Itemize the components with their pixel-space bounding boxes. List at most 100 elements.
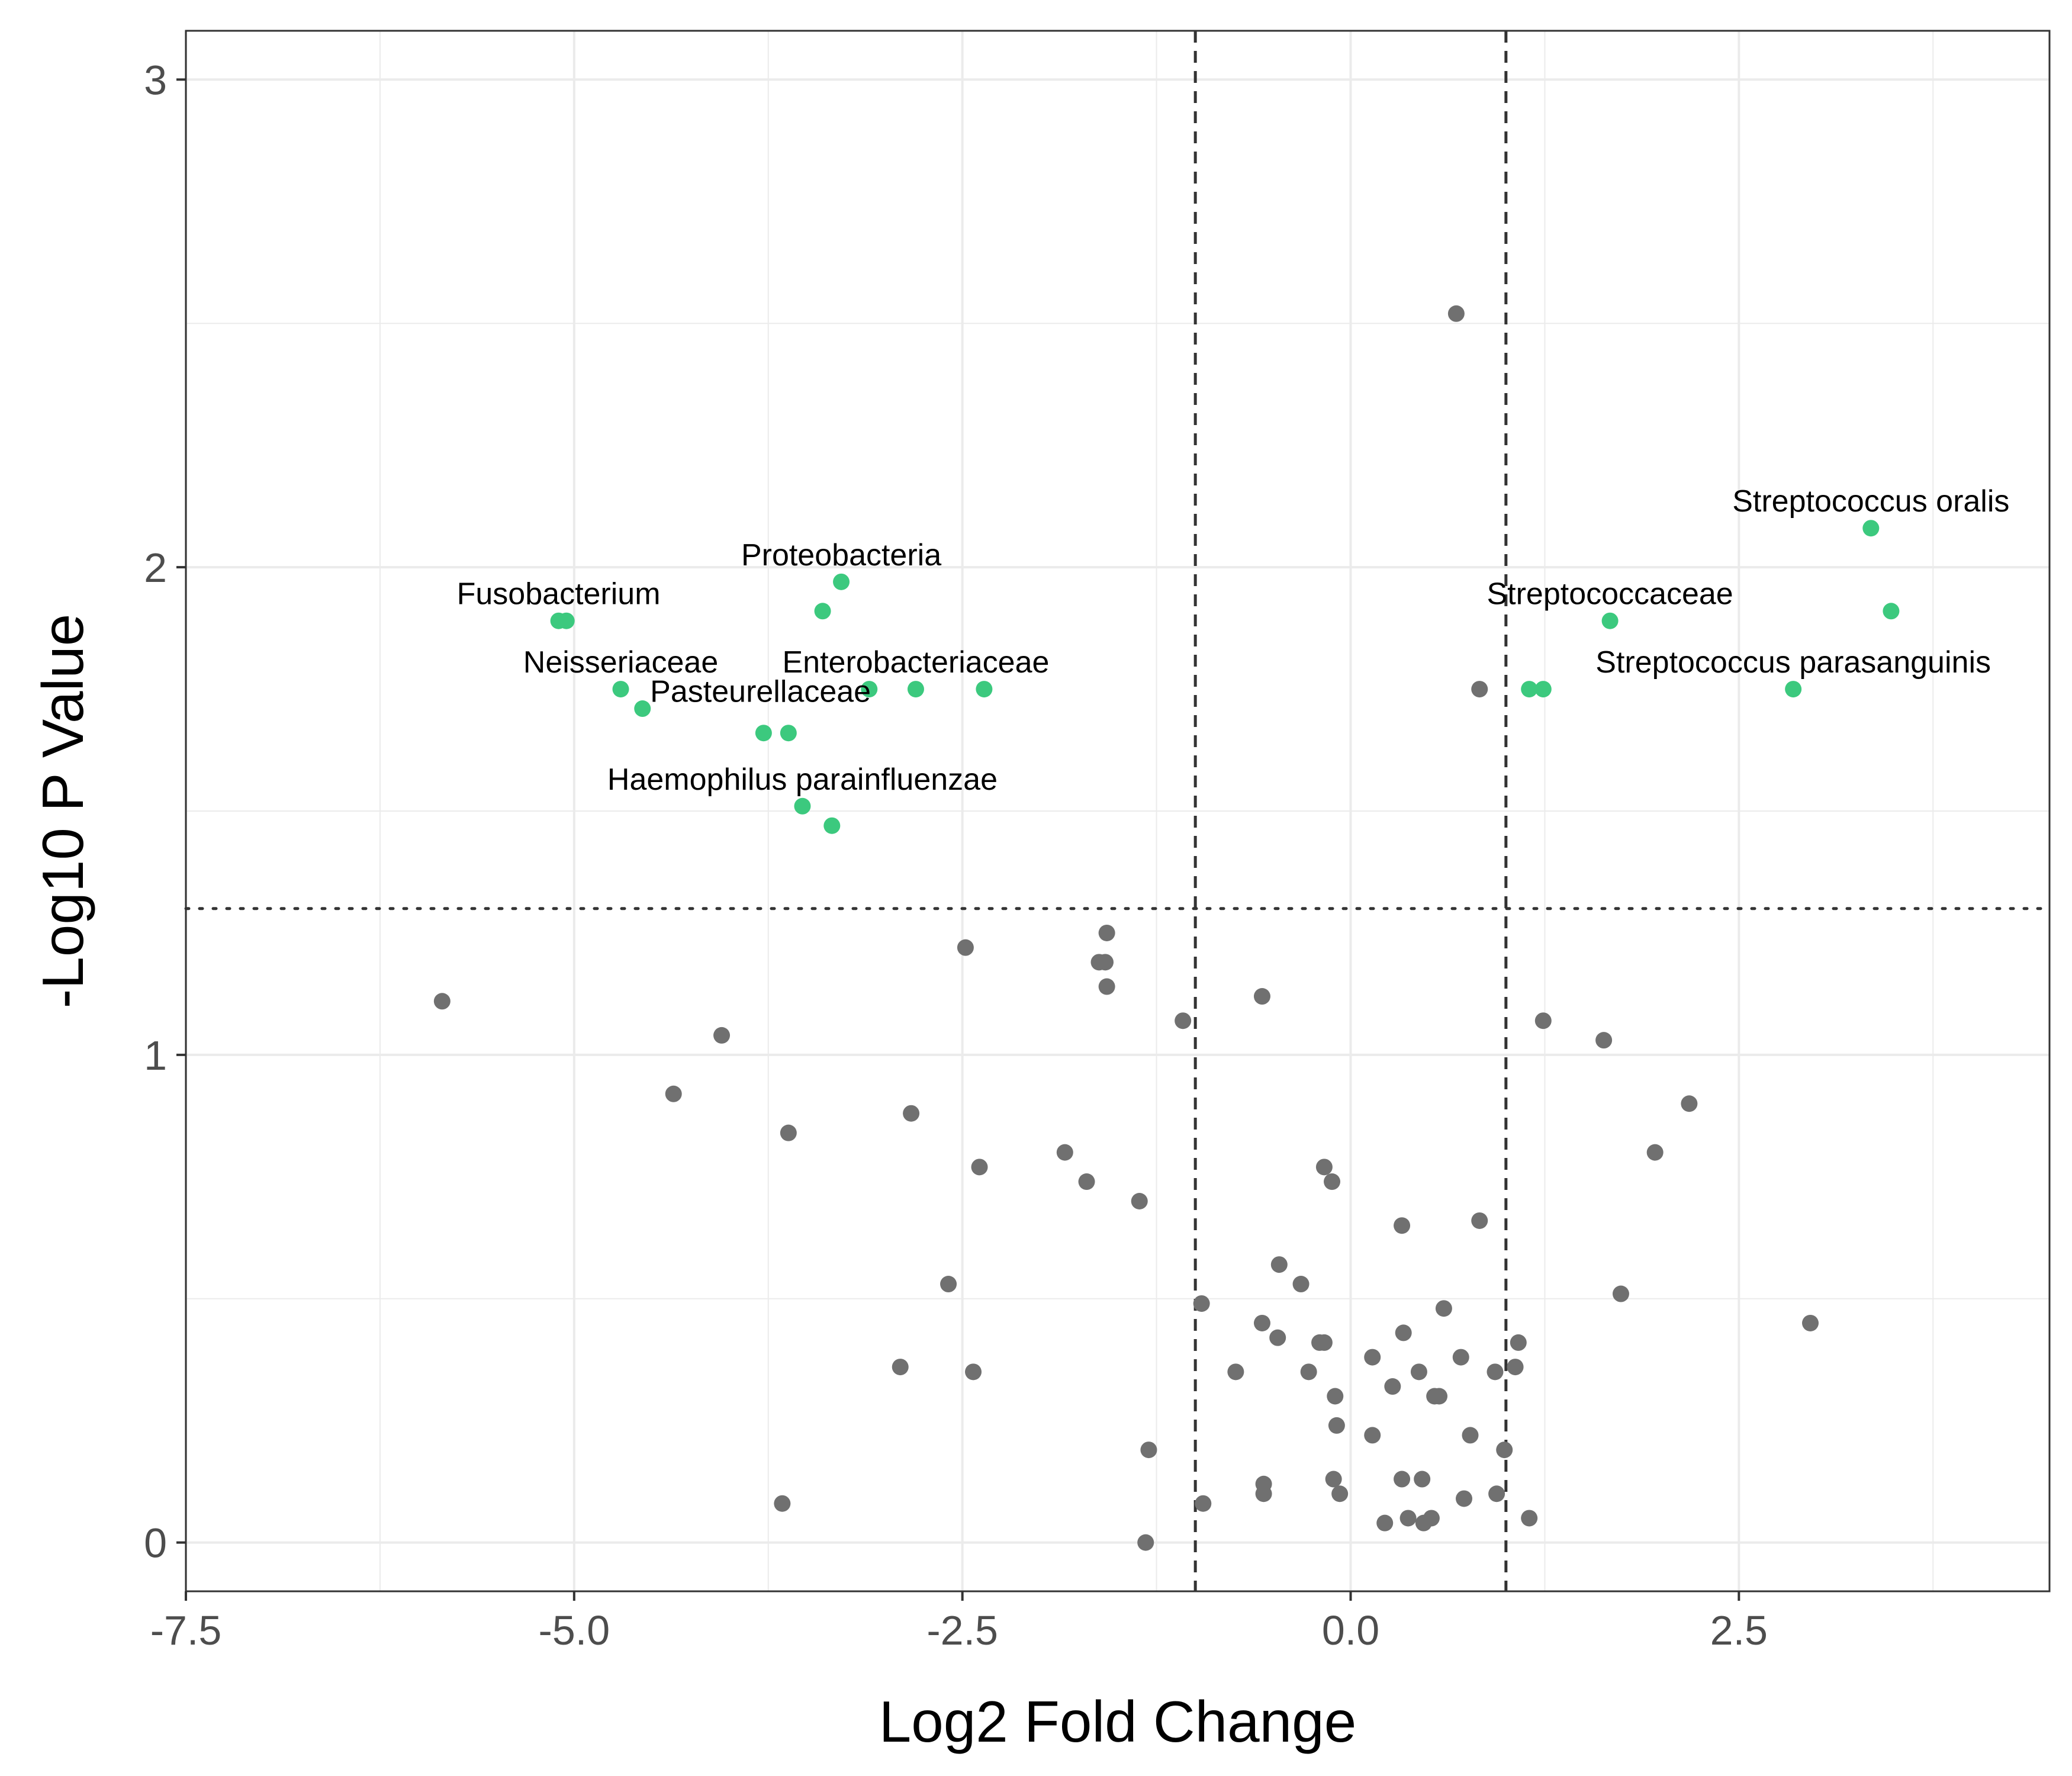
significant-point bbox=[1883, 603, 1900, 620]
y-tick-label: 2 bbox=[144, 545, 167, 591]
non-significant-point bbox=[1097, 954, 1114, 971]
non-significant-point bbox=[1376, 1514, 1394, 1532]
non-significant-point bbox=[774, 1495, 791, 1512]
non-significant-point bbox=[1078, 1173, 1095, 1191]
non-significant-point bbox=[971, 1159, 988, 1176]
point-label: Haemophilus parainfluenzae bbox=[607, 762, 998, 797]
non-significant-point bbox=[1315, 1159, 1333, 1176]
non-significant-point bbox=[940, 1276, 957, 1293]
non-significant-point bbox=[1399, 1510, 1417, 1527]
non-significant-point bbox=[1447, 305, 1465, 322]
non-significant-point bbox=[1507, 1359, 1524, 1376]
non-significant-point bbox=[1431, 1388, 1448, 1405]
x-tick-label: -5.0 bbox=[539, 1607, 610, 1653]
non-significant-point bbox=[1137, 1534, 1154, 1551]
significant-point bbox=[1521, 681, 1538, 698]
non-significant-point bbox=[1253, 988, 1270, 1005]
non-significant-point bbox=[1315, 1334, 1333, 1351]
non-significant-point bbox=[1496, 1442, 1513, 1459]
non-significant-point bbox=[1423, 1510, 1440, 1527]
non-significant-point bbox=[1395, 1324, 1412, 1341]
non-significant-point bbox=[1456, 1490, 1473, 1507]
non-significant-point bbox=[665, 1085, 682, 1102]
data-points bbox=[433, 305, 1900, 1551]
y-axis-title: -Log10 P Value bbox=[30, 614, 95, 1009]
significant-point bbox=[755, 725, 772, 742]
non-significant-point bbox=[965, 1363, 982, 1381]
non-significant-point bbox=[1098, 924, 1115, 941]
non-significant-point bbox=[1175, 1012, 1192, 1029]
non-significant-point bbox=[1452, 1349, 1469, 1366]
point-label: Neisseriaceae bbox=[523, 645, 719, 680]
non-significant-point bbox=[1328, 1417, 1345, 1434]
non-significant-point bbox=[1681, 1095, 1698, 1112]
non-significant-point bbox=[1364, 1427, 1381, 1444]
point-label: Streptococcus parasanguinis bbox=[1595, 645, 1991, 680]
non-significant-point bbox=[433, 993, 451, 1010]
significant-point bbox=[612, 681, 629, 698]
y-tick-label: 1 bbox=[144, 1032, 167, 1079]
non-significant-point bbox=[1802, 1314, 1819, 1331]
significant-point bbox=[1862, 520, 1880, 537]
non-significant-point bbox=[1253, 1314, 1270, 1331]
significant-point bbox=[1534, 681, 1552, 698]
x-tick-label: 0.0 bbox=[1322, 1607, 1379, 1653]
y-tick-label: 0 bbox=[144, 1520, 167, 1566]
significant-point bbox=[1785, 681, 1802, 698]
significant-point bbox=[550, 612, 567, 629]
significant-point bbox=[634, 700, 651, 718]
grid-lines bbox=[185, 31, 2050, 1591]
non-significant-point bbox=[957, 939, 974, 956]
non-significant-point bbox=[780, 1124, 797, 1141]
non-significant-point bbox=[1488, 1485, 1505, 1502]
x-tick-label: -2.5 bbox=[926, 1607, 998, 1653]
y-tick-label: 3 bbox=[144, 57, 167, 103]
non-significant-point bbox=[1269, 1329, 1286, 1346]
non-significant-point bbox=[1056, 1144, 1073, 1161]
non-significant-point bbox=[1300, 1363, 1317, 1381]
non-significant-point bbox=[1292, 1276, 1310, 1293]
non-significant-point bbox=[1195, 1495, 1212, 1512]
non-significant-point bbox=[1394, 1471, 1411, 1488]
significant-point bbox=[823, 817, 841, 834]
non-significant-point bbox=[713, 1027, 731, 1044]
point-label: Proteobacteria bbox=[741, 538, 941, 572]
significant-point bbox=[907, 681, 924, 698]
point-label: Streptococcaceae bbox=[1487, 577, 1733, 612]
non-significant-point bbox=[1487, 1363, 1504, 1381]
x-axis-title: Log2 Fold Change bbox=[879, 1689, 1356, 1754]
non-significant-point bbox=[1227, 1363, 1244, 1381]
non-significant-point bbox=[1324, 1173, 1341, 1191]
non-significant-point bbox=[1646, 1144, 1664, 1161]
non-significant-point bbox=[1270, 1256, 1288, 1273]
non-significant-point bbox=[1364, 1349, 1381, 1366]
point-label: Enterobacteriaceae bbox=[782, 645, 1049, 680]
non-significant-point bbox=[1435, 1300, 1452, 1317]
significant-point bbox=[976, 681, 993, 698]
non-significant-point bbox=[1410, 1363, 1427, 1381]
non-significant-point bbox=[1327, 1388, 1344, 1405]
significant-point bbox=[861, 681, 878, 698]
non-significant-point bbox=[1394, 1217, 1411, 1234]
non-significant-point bbox=[1384, 1378, 1401, 1395]
non-significant-point bbox=[1521, 1510, 1538, 1527]
non-significant-point bbox=[1471, 681, 1488, 698]
non-significant-point bbox=[1325, 1471, 1342, 1488]
non-significant-point bbox=[1510, 1334, 1527, 1351]
point-annotations: Fusobacterium Proteobacteria Neisseriaceae… bbox=[457, 484, 2010, 797]
non-significant-point bbox=[1414, 1471, 1431, 1488]
point-label: Streptococcus oralis bbox=[1732, 484, 2009, 519]
non-significant-point bbox=[1140, 1442, 1157, 1459]
non-significant-point bbox=[1331, 1485, 1349, 1502]
non-significant-point bbox=[1193, 1295, 1210, 1312]
non-significant-point bbox=[1131, 1193, 1148, 1209]
x-tick-label: 2.5 bbox=[1710, 1607, 1768, 1653]
significant-point bbox=[794, 797, 811, 815]
significant-point bbox=[1601, 612, 1619, 629]
significant-point bbox=[833, 573, 850, 590]
non-significant-point bbox=[1098, 978, 1115, 995]
threshold-lines bbox=[184, 31, 2051, 1591]
non-significant-point bbox=[1471, 1212, 1488, 1229]
